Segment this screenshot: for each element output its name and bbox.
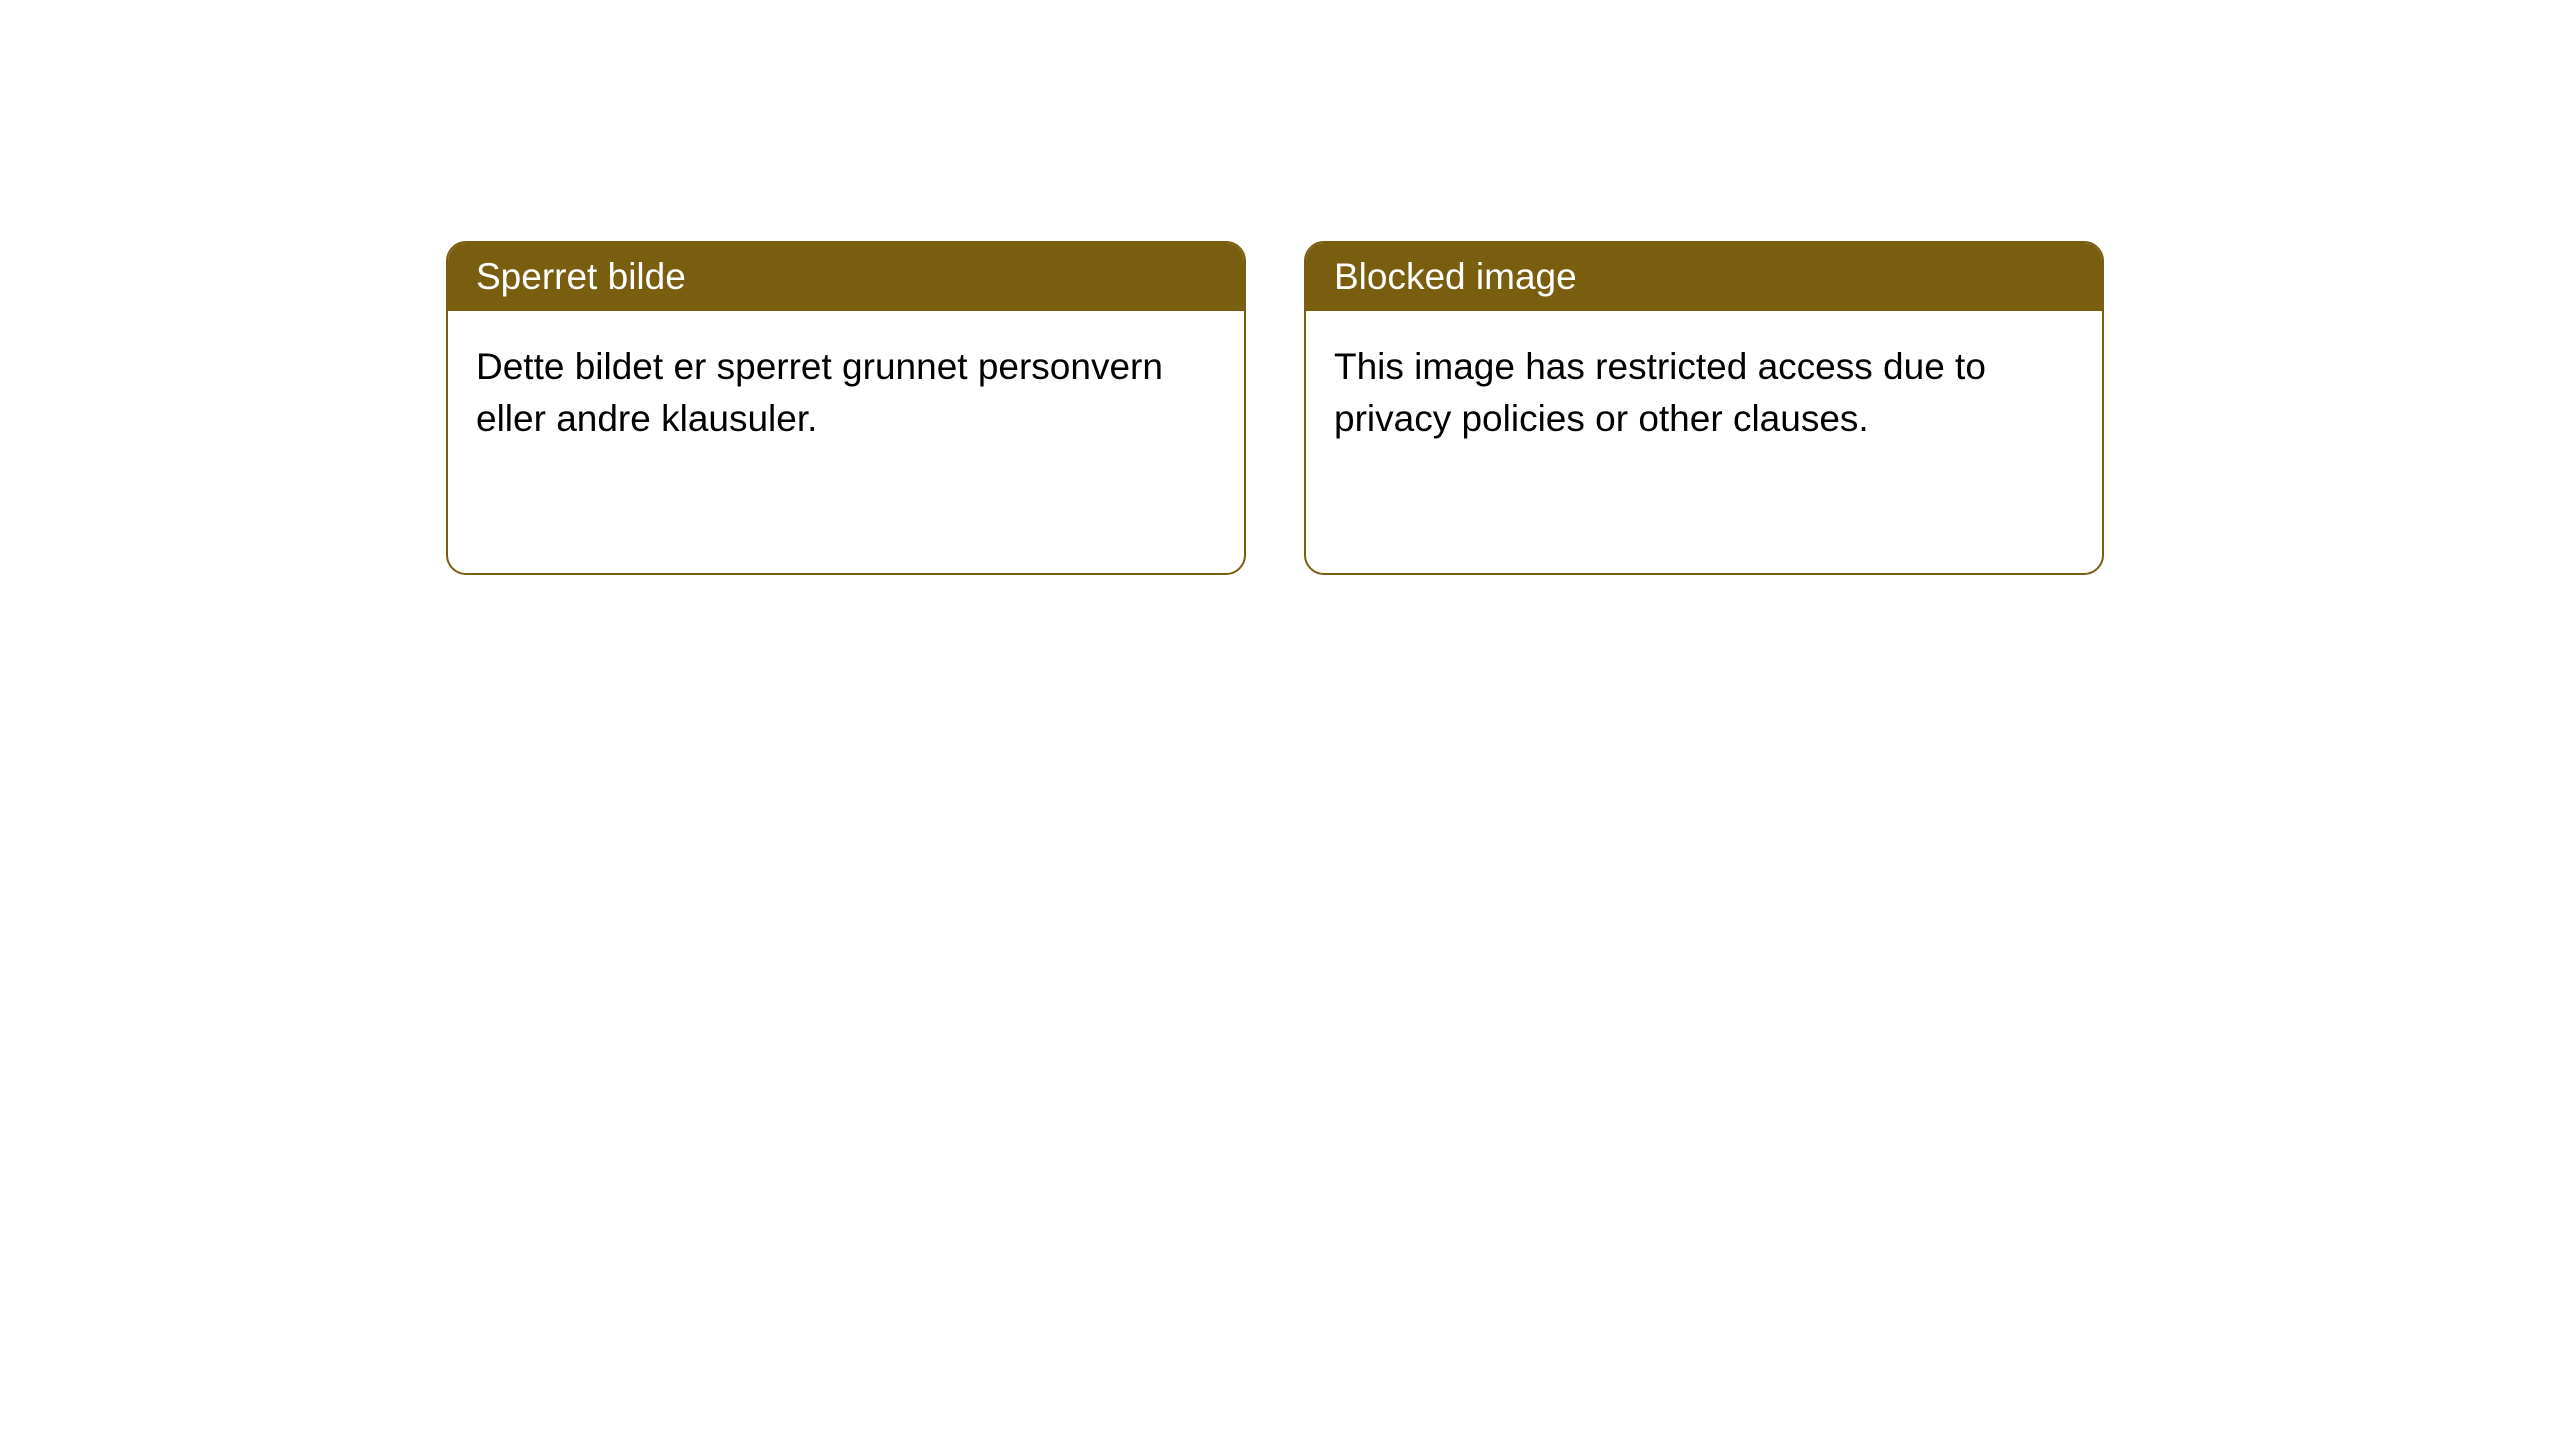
card-title: Sperret bilde [476,256,686,297]
card-body: Dette bildet er sperret grunnet personve… [448,311,1244,475]
blocked-image-card-en: Blocked image This image has restricted … [1304,241,2104,575]
cards-container: Sperret bilde Dette bildet er sperret gr… [446,241,2104,575]
card-body: This image has restricted access due to … [1306,311,2102,475]
card-body-text: This image has restricted access due to … [1334,346,1986,439]
card-header: Sperret bilde [448,243,1244,311]
blocked-image-card-no: Sperret bilde Dette bildet er sperret gr… [446,241,1246,575]
card-title: Blocked image [1334,256,1577,297]
card-body-text: Dette bildet er sperret grunnet personve… [476,346,1163,439]
card-header: Blocked image [1306,243,2102,311]
